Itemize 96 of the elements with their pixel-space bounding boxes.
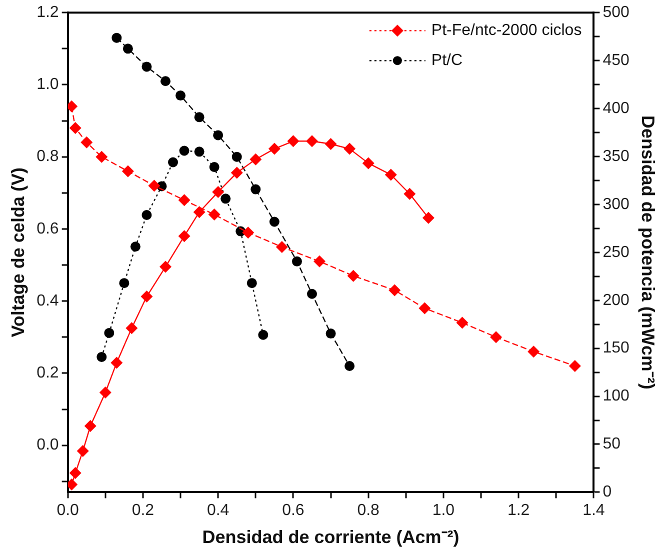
y2-tick-label: 450	[602, 52, 630, 69]
y-tick-label: 0.4	[36, 292, 59, 310]
legend-label: Pt-Fe/ntc-2000 ciclos	[431, 22, 582, 40]
y-tick-label: 0.2	[36, 364, 59, 382]
point	[76, 444, 89, 457]
point	[220, 194, 231, 204]
x-tick-label: 0.4	[206, 502, 230, 520]
point	[306, 288, 317, 299]
x-tick-label: 0.2	[132, 502, 154, 520]
y2-tick-label: 100	[602, 388, 630, 405]
point	[112, 32, 122, 43]
y-tick-label: 0.0	[36, 436, 59, 454]
point	[96, 352, 107, 362]
point	[209, 162, 220, 172]
point	[276, 240, 288, 253]
point	[404, 188, 416, 200]
x-tick-label: 0.8	[357, 502, 380, 520]
point	[456, 316, 468, 329]
point	[168, 157, 178, 168]
point	[69, 122, 82, 134]
y-tick-label: 1.2	[36, 4, 59, 22]
point	[104, 328, 114, 338]
point	[269, 216, 280, 227]
point	[194, 112, 204, 122]
point	[130, 242, 140, 252]
point	[122, 44, 133, 54]
x-axis-title: Densidad de corriente (Acm⁻²)	[202, 527, 460, 548]
point	[122, 165, 134, 178]
point	[306, 135, 318, 148]
y-tick-label: 0.6	[36, 220, 59, 238]
point	[179, 146, 190, 156]
point	[344, 142, 356, 155]
point	[287, 135, 300, 148]
legend-label: Pt/C	[431, 52, 463, 70]
y-tick-label: 0.8	[36, 148, 59, 166]
point	[344, 360, 355, 371]
point	[148, 180, 160, 192]
point	[242, 226, 254, 239]
point	[213, 130, 224, 140]
point	[326, 328, 336, 339]
y2-tick-label: 0	[602, 484, 612, 501]
point	[292, 256, 302, 266]
point	[193, 206, 206, 218]
y2-axis-title: Densidad de potencia (mWcm⁻²)	[638, 115, 658, 390]
x-tick-label: 1.0	[432, 502, 455, 520]
point	[96, 150, 108, 163]
point	[324, 138, 337, 150]
point	[418, 302, 431, 314]
y2-tick-label: 50	[602, 436, 621, 453]
point	[160, 76, 171, 86]
point	[568, 360, 581, 372]
point	[178, 194, 190, 206]
point	[160, 260, 172, 273]
y2-tick-label: 150	[602, 340, 630, 357]
y2-tick-label: 300	[602, 196, 630, 213]
point	[268, 142, 280, 155]
point	[119, 278, 130, 288]
point	[80, 136, 93, 148]
point	[194, 146, 204, 157]
point	[250, 153, 262, 166]
point	[142, 62, 152, 72]
point	[142, 210, 152, 220]
point	[490, 331, 502, 344]
point	[84, 420, 96, 432]
y-tick-label: 1.0	[36, 76, 59, 94]
point	[99, 386, 112, 398]
x-tick-label: 1.4	[582, 502, 605, 520]
y-axis-title: Voltage de celda (V)	[8, 168, 28, 338]
y2-tick-label: 400	[602, 100, 630, 117]
point	[246, 278, 257, 288]
point	[250, 184, 261, 194]
point	[388, 284, 401, 296]
point	[528, 346, 540, 358]
point	[208, 208, 220, 221]
point	[178, 230, 190, 242]
point	[212, 186, 224, 198]
x-tick-label: 0.6	[282, 502, 304, 520]
y2-tick-label: 250	[602, 244, 630, 261]
point	[110, 356, 123, 369]
point	[140, 290, 153, 303]
y2-tick-label: 500	[602, 4, 630, 22]
point	[347, 270, 360, 282]
point	[230, 166, 243, 179]
y2-tick-label: 200	[602, 292, 630, 309]
x-tick-label: 1.2	[507, 502, 530, 520]
x-tick-label: 0.0	[56, 502, 80, 520]
y2-tick-label: 350	[602, 148, 630, 165]
point	[422, 212, 434, 224]
point	[126, 322, 138, 334]
point	[232, 152, 242, 162]
point	[258, 330, 268, 340]
point	[384, 168, 397, 181]
point	[69, 467, 82, 480]
point	[176, 90, 186, 101]
point	[314, 255, 326, 268]
point	[362, 157, 374, 170]
